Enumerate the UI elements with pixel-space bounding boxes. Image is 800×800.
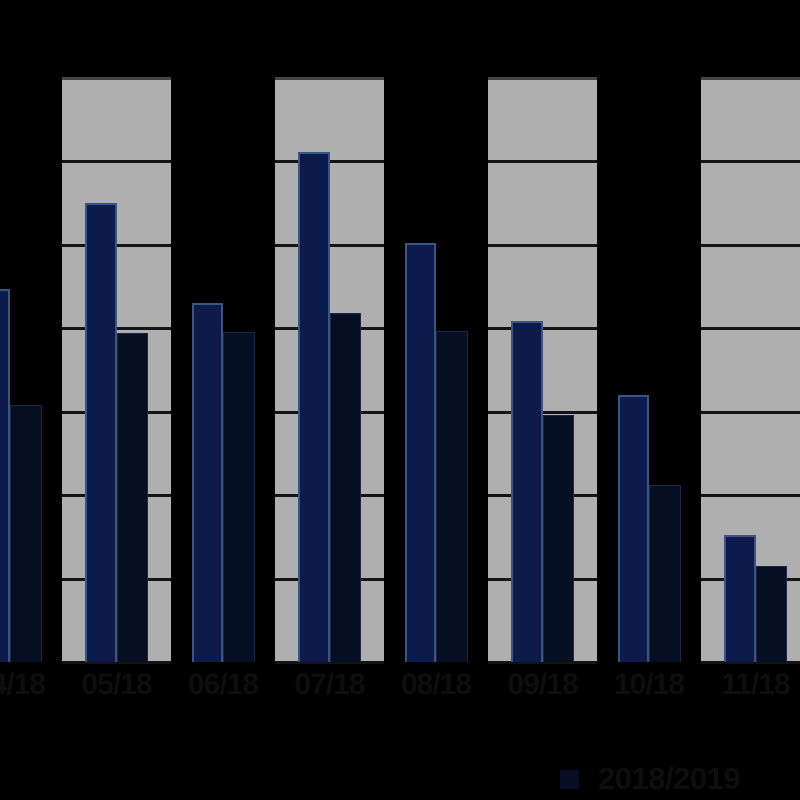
gridline	[274, 243, 385, 247]
bar-05-18-series2	[116, 333, 148, 662]
gridline	[487, 160, 598, 164]
bar-10-18-series2	[649, 485, 681, 662]
gridline	[61, 160, 172, 164]
gridline	[700, 160, 800, 164]
x-axis-label-08-18: 08/18	[400, 668, 472, 701]
x-axis-label-11-18: 11/18	[721, 668, 790, 701]
bar-11-18-series2	[755, 566, 787, 662]
gridline	[61, 77, 172, 80]
gridline	[487, 661, 598, 664]
gridline	[700, 410, 800, 414]
gridline	[700, 77, 800, 80]
bar-09-18-series1	[511, 320, 543, 662]
gridline	[487, 77, 598, 80]
gridline	[274, 160, 385, 164]
gridline	[274, 77, 385, 80]
bar-04-18-series1	[0, 289, 10, 662]
bar-07-18-series1	[298, 152, 330, 662]
gridline	[487, 410, 598, 414]
x-axis-label-10-18: 10/18	[613, 668, 685, 701]
x-axis-label-06-18: 06/18	[187, 668, 259, 701]
gridline	[487, 327, 598, 331]
bar-05-18-series1	[85, 203, 117, 662]
bar-08-18-series1	[404, 243, 436, 662]
bar-06-18-series1	[191, 303, 223, 662]
bar-09-18-series2	[542, 415, 574, 662]
legend: 2018/2019	[560, 761, 741, 797]
gridline	[61, 243, 172, 247]
x-axis-label-04-18: 04/18	[0, 668, 46, 701]
gridline	[61, 327, 172, 331]
x-axis-label-05-18: 05/18	[81, 668, 152, 701]
legend-swatch-2018-2019	[560, 769, 579, 789]
gridline	[487, 243, 598, 247]
bar-07-18-series2	[329, 313, 361, 662]
bar-11-18-series1	[724, 535, 756, 662]
legend-label: 2018/2019	[598, 761, 741, 796]
gridline	[700, 494, 800, 498]
gridline	[700, 243, 800, 247]
gridline	[274, 661, 385, 664]
gridline	[700, 661, 800, 664]
bar-08-18-series2	[436, 330, 468, 662]
x-axis-label-07-18: 07/18	[294, 668, 365, 701]
bar-04-18-series2	[10, 405, 42, 662]
bar-06-18-series2	[223, 331, 255, 662]
gridline	[700, 327, 800, 331]
gridline	[61, 661, 172, 664]
bar-10-18-series1	[617, 395, 649, 662]
x-axis-label-09-18: 09/18	[507, 668, 578, 701]
